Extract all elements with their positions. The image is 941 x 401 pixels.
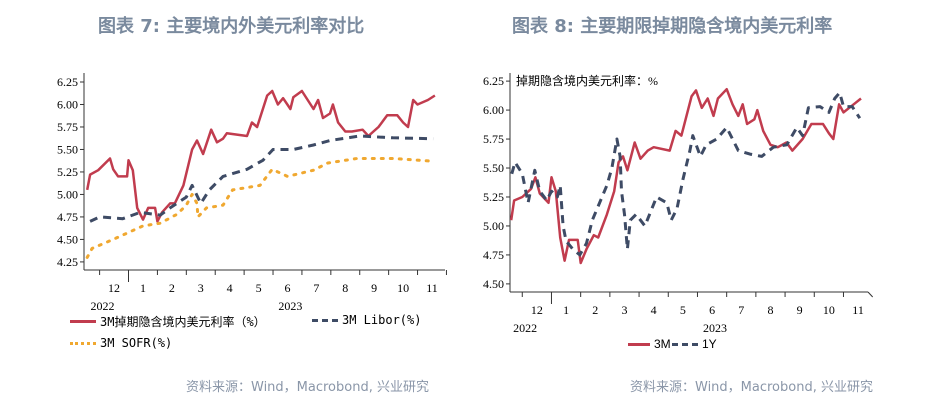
x-tick-label: 11 bbox=[852, 303, 864, 317]
legend-item-1y: 1Y bbox=[672, 337, 717, 351]
legend-label: 3M掉期隐含境内美元利率（%） bbox=[100, 315, 266, 329]
x-tick-label: 9 bbox=[371, 281, 377, 295]
x-year-label: 2023 bbox=[703, 321, 727, 335]
x-tick-label: 7 bbox=[313, 281, 319, 295]
legend-swatch-solid bbox=[628, 342, 650, 346]
x-tick-label: 1 bbox=[563, 303, 569, 317]
y-tick-label: 5.25 bbox=[483, 190, 504, 204]
x-tick-label: 10 bbox=[397, 281, 409, 295]
x-year-label: 2023 bbox=[278, 299, 302, 313]
x-year-label: 2022 bbox=[90, 299, 114, 313]
series-line-3m- bbox=[85, 89, 436, 223]
y-tick-label: 4.75 bbox=[483, 248, 504, 262]
y-tick-label: 4.75 bbox=[57, 210, 78, 224]
chart-8-source: 资料来源：Wind，Macrobond, 兴业研究 bbox=[630, 380, 873, 395]
legend-swatch-dash bbox=[672, 342, 698, 346]
legend-swatch-dash bbox=[312, 318, 338, 322]
legend-label: 3M Libor(%) bbox=[342, 313, 422, 327]
x-tick-label: 2 bbox=[592, 303, 598, 317]
legend-item-sofr: 3M SOFR(%) bbox=[70, 336, 172, 350]
series-line-3m-libor- bbox=[89, 134, 434, 223]
x-tick-label: 8 bbox=[342, 281, 348, 295]
x-tick-label: 12 bbox=[531, 303, 543, 317]
legend-swatch-solid bbox=[70, 320, 96, 323]
y-tick-label: 6.00 bbox=[57, 97, 78, 111]
x-tick-label: 9 bbox=[797, 303, 803, 317]
chart-annotation: 掉期隐含境内美元利率：% bbox=[516, 73, 658, 88]
x-tick-label: 12 bbox=[108, 281, 120, 295]
x-tick-label: 7 bbox=[738, 303, 744, 317]
legend-label: 3M bbox=[654, 337, 671, 351]
legend-label: 1Y bbox=[702, 337, 717, 351]
chart-8-title: 图表 8: 主要期限掉期隐含境内美元利率 bbox=[512, 16, 833, 37]
y-tick-label: 4.25 bbox=[57, 255, 78, 269]
x-tick-label: 3 bbox=[621, 303, 627, 317]
y-tick-label: 5.25 bbox=[57, 165, 78, 179]
chart-7-title: 图表 7: 主要境内外美元利率对比 bbox=[98, 16, 365, 37]
y-tick-label: 6.00 bbox=[483, 103, 504, 117]
x-tick-label: 4 bbox=[227, 281, 233, 295]
legend-swatch-dot bbox=[70, 341, 96, 345]
y-tick-label: 5.75 bbox=[483, 132, 504, 146]
x-tick-label: 11 bbox=[426, 281, 438, 295]
x-tick-mark bbox=[867, 291, 874, 298]
x-tick-label: 3 bbox=[198, 281, 204, 295]
x-tick-label: 1 bbox=[140, 281, 146, 295]
y-tick-label: 4.50 bbox=[57, 232, 78, 246]
y-tick-label: 5.75 bbox=[57, 120, 78, 134]
x-tick-label: 10 bbox=[823, 303, 835, 317]
chart-7-source: 资料来源：Wind，Macrobond, 兴业研究 bbox=[186, 380, 429, 395]
series-line-3m bbox=[509, 87, 862, 265]
y-tick-label: 6.25 bbox=[57, 75, 78, 89]
legend-item-libor: 3M Libor(%) bbox=[312, 313, 421, 327]
legend-item-3m: 3M bbox=[628, 337, 671, 351]
x-tick-label: 5 bbox=[256, 281, 262, 295]
y-tick-label: 5.00 bbox=[483, 219, 504, 233]
y-tick-label: 6.25 bbox=[483, 74, 504, 88]
x-tick-label: 2 bbox=[169, 281, 175, 295]
y-tick-label: 5.50 bbox=[57, 142, 78, 156]
x-tick-label: 6 bbox=[284, 281, 290, 295]
x-tick-label: 4 bbox=[651, 303, 657, 317]
x-tick-label: 6 bbox=[709, 303, 715, 317]
x-tick-label: 5 bbox=[680, 303, 686, 317]
legend-item-3m-swap: 3M掉期隐含境内美元利率（%） bbox=[70, 313, 266, 330]
x-tick-label: 8 bbox=[767, 303, 773, 317]
x-year-label: 2022 bbox=[513, 321, 537, 335]
y-tick-label: 5.00 bbox=[57, 187, 78, 201]
y-tick-label: 5.50 bbox=[483, 161, 504, 175]
series-line-3m-sofr- bbox=[85, 157, 435, 259]
legend-label: 3M SOFR(%) bbox=[100, 336, 173, 350]
y-tick-label: 4.50 bbox=[483, 277, 504, 291]
